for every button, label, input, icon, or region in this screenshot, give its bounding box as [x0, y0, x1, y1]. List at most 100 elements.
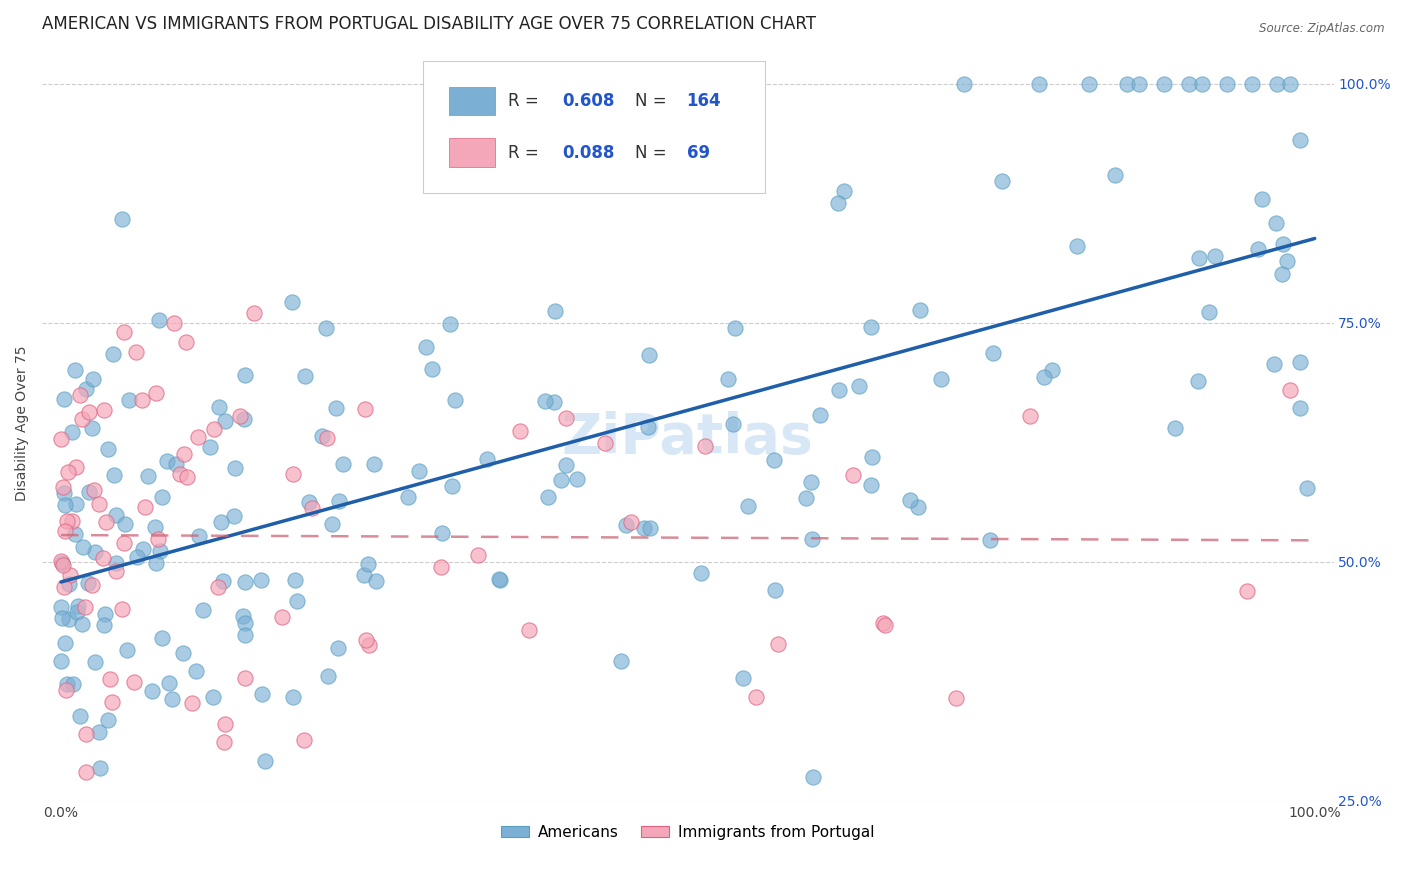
Point [550, 473, 572, 487]
Point [875, 618, 897, 632]
Point [489, 573, 512, 587]
Point [58, 465, 80, 479]
Point [565, 472, 588, 486]
Point [250, 573, 273, 587]
Point [745, 690, 768, 704]
Point [105, 556, 128, 570]
Point [408, 464, 430, 478]
Point [101, 695, 124, 709]
Point [150, 490, 173, 504]
Point [1163, 421, 1185, 435]
Point [1264, 216, 1286, 230]
Point [543, 395, 565, 409]
Point [316, 431, 339, 445]
Point [89, 761, 111, 775]
Point [97, 713, 120, 727]
Point [149, 543, 172, 558]
Text: 0.088: 0.088 [562, 144, 614, 161]
Point [832, 184, 855, 198]
Point [1289, 133, 1312, 147]
Point [66, 605, 89, 619]
Point [488, 572, 510, 586]
Point [356, 633, 378, 648]
Point [415, 339, 437, 353]
Point [287, 594, 309, 608]
Point [326, 640, 349, 655]
Point [87, 856, 110, 871]
Point [80, 420, 103, 434]
Point [148, 312, 170, 326]
Point [125, 549, 148, 564]
Point [693, 439, 716, 453]
Point [1250, 192, 1272, 206]
Point [1115, 77, 1137, 91]
Point [610, 654, 633, 668]
Point [76, 575, 98, 590]
Point [1288, 401, 1310, 415]
Point [75, 727, 97, 741]
Point [763, 453, 786, 467]
Point [441, 479, 464, 493]
Point [808, 409, 831, 423]
Point [112, 326, 135, 340]
Point [281, 690, 304, 705]
Point [122, 674, 145, 689]
Point [181, 696, 204, 710]
Point [1278, 77, 1301, 91]
Point [83, 483, 105, 497]
Text: 69: 69 [686, 144, 710, 161]
Point [105, 508, 128, 522]
Point [420, 361, 443, 376]
Point [633, 521, 655, 535]
Point [1191, 77, 1213, 91]
Point [148, 533, 170, 547]
Point [945, 691, 967, 706]
Point [796, 491, 818, 505]
Point [104, 564, 127, 578]
Point [1066, 239, 1088, 253]
Text: Source: ZipAtlas.com: Source: ZipAtlas.com [1260, 22, 1385, 36]
Point [58, 612, 80, 626]
Y-axis label: Disability Age Over 75: Disability Age Over 75 [15, 345, 30, 501]
Point [364, 574, 387, 589]
Point [125, 344, 148, 359]
Point [723, 417, 745, 432]
Text: 0.608: 0.608 [562, 92, 614, 110]
Point [1271, 267, 1294, 281]
Point [103, 346, 125, 360]
Point [55, 524, 77, 538]
Point [321, 516, 343, 531]
Point [75, 599, 97, 614]
Point [212, 735, 235, 749]
Point [70, 616, 93, 631]
Point [1078, 77, 1101, 91]
Point [53, 392, 76, 406]
Point [51, 480, 73, 494]
FancyBboxPatch shape [423, 61, 765, 193]
Point [169, 467, 191, 481]
Text: N =: N = [636, 92, 672, 110]
Point [115, 643, 138, 657]
Point [176, 334, 198, 349]
Point [1296, 481, 1319, 495]
Point [66, 599, 89, 613]
Point [49, 554, 72, 568]
Point [60, 515, 83, 529]
Point [233, 671, 256, 685]
Point [165, 457, 187, 471]
Point [87, 725, 110, 739]
Point [444, 392, 467, 407]
Point [56, 515, 79, 529]
Point [860, 450, 883, 465]
Point [188, 529, 211, 543]
Point [202, 422, 225, 436]
Point [1278, 383, 1301, 397]
Point [828, 383, 851, 397]
Point [224, 508, 246, 523]
Point [432, 526, 454, 541]
Point [59, 567, 82, 582]
Text: 164: 164 [686, 92, 721, 110]
Point [353, 568, 375, 582]
Point [841, 467, 863, 482]
Point [145, 386, 167, 401]
